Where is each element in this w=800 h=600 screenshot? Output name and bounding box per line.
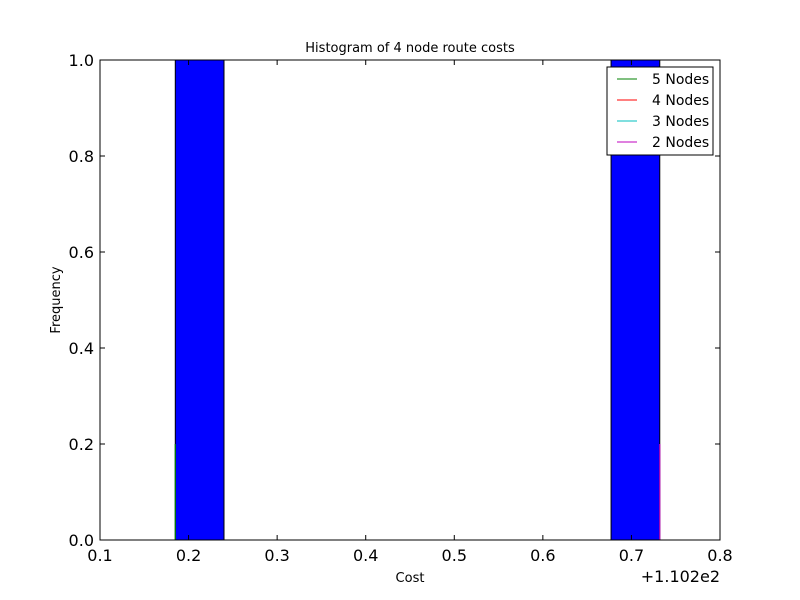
x-tick-label: 0.3 [264, 546, 289, 565]
x-tick-label: 0.2 [176, 546, 201, 565]
x-axis-offset-label: +1.102e2 [641, 567, 720, 586]
x-axis-ticks: 0.1 0.2 0.3 0.4 0.5 0.6 0.7 0.8 [87, 60, 733, 565]
x-tick-label: 0.4 [353, 546, 378, 565]
legend: 5 Nodes 4 Nodes 3 Nodes 2 Nodes [606, 66, 714, 156]
x-tick-label: 0.5 [442, 546, 467, 565]
x-axis-label: Cost [396, 571, 425, 586]
legend-label: 4 Nodes [652, 93, 709, 109]
y-tick-label: 0.8 [69, 147, 94, 166]
chart-title: Histogram of 4 node route costs [305, 41, 515, 56]
x-tick-label: 0.7 [619, 546, 644, 565]
plot-frame [99, 59, 721, 541]
y-axis-ticks: 0.0 0.2 0.4 0.6 0.8 1.0 [69, 51, 720, 550]
x-tick-label: 0.1 [87, 546, 112, 565]
histogram-bar-1 [174, 59, 225, 541]
y-tick-label: 1.0 [69, 51, 94, 70]
x-tick-label: 0.8 [707, 546, 732, 565]
y-axis-label: Frequency [49, 266, 64, 333]
y-tick-label: 0.4 [69, 339, 94, 358]
legend-box [606, 66, 714, 156]
x-tick-label: 0.6 [530, 546, 555, 565]
y-tick-label: 0.2 [69, 435, 94, 454]
y-tick-label: 0.0 [69, 531, 94, 550]
y-tick-label: 0.6 [69, 243, 94, 262]
legend-label: 2 Nodes [652, 135, 709, 151]
legend-label: 5 Nodes [652, 72, 709, 88]
legend-label: 3 Nodes [652, 114, 709, 130]
